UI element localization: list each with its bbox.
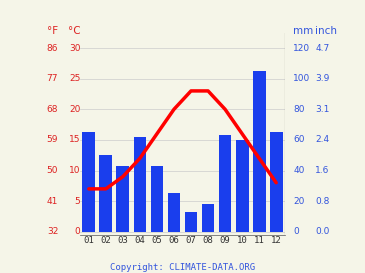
Text: 50: 50: [47, 166, 58, 175]
Text: 30: 30: [69, 44, 80, 53]
Text: mm: mm: [293, 26, 314, 36]
Text: 0: 0: [293, 227, 299, 236]
Bar: [168, 194, 180, 232]
Bar: [201, 204, 214, 232]
Text: 25: 25: [69, 74, 80, 83]
Text: °C: °C: [68, 26, 80, 36]
Text: 41: 41: [47, 197, 58, 206]
Text: 86: 86: [47, 44, 58, 53]
Text: Copyright: CLIMATE-DATA.ORG: Copyright: CLIMATE-DATA.ORG: [110, 263, 255, 272]
Text: 3.1: 3.1: [315, 105, 330, 114]
Text: 120: 120: [293, 44, 310, 53]
Text: 15: 15: [69, 135, 80, 144]
Text: 2.4: 2.4: [315, 135, 330, 144]
Bar: [99, 155, 112, 232]
Bar: [253, 71, 265, 232]
Text: 20: 20: [69, 105, 80, 114]
Bar: [270, 132, 283, 232]
Text: 1.6: 1.6: [315, 166, 330, 175]
Bar: [150, 166, 164, 232]
Text: 100: 100: [293, 74, 311, 83]
Text: 60: 60: [293, 135, 305, 144]
Text: 59: 59: [47, 135, 58, 144]
Text: °F: °F: [47, 26, 58, 36]
Bar: [116, 166, 129, 232]
Text: 77: 77: [47, 74, 58, 83]
Bar: [185, 212, 197, 232]
Text: 20: 20: [293, 197, 304, 206]
Text: 5: 5: [74, 197, 80, 206]
Text: 0.8: 0.8: [315, 197, 330, 206]
Text: 32: 32: [47, 227, 58, 236]
Text: 68: 68: [47, 105, 58, 114]
Text: 80: 80: [293, 105, 305, 114]
Bar: [219, 135, 231, 232]
Text: 10: 10: [69, 166, 80, 175]
Text: 40: 40: [293, 166, 304, 175]
Bar: [82, 132, 95, 232]
Bar: [134, 137, 146, 232]
Text: 0: 0: [74, 227, 80, 236]
Text: 0.0: 0.0: [315, 227, 330, 236]
Text: inch: inch: [315, 26, 337, 36]
Text: 3.9: 3.9: [315, 74, 330, 83]
Bar: [236, 140, 249, 232]
Text: 4.7: 4.7: [315, 44, 330, 53]
